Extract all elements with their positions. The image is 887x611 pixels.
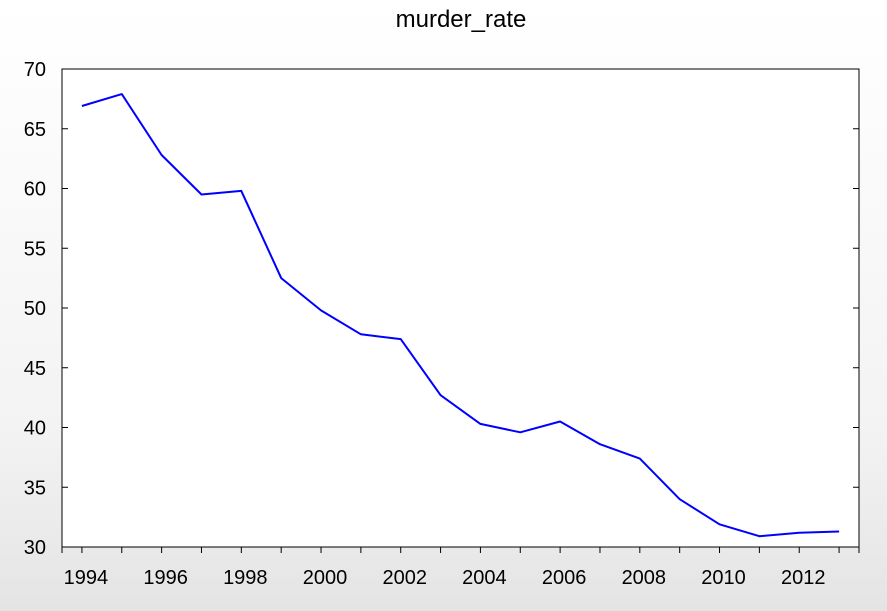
y-tick-label: 45 <box>24 358 46 380</box>
x-tick-label: 1994 <box>64 567 109 589</box>
x-tick-label: 2006 <box>542 567 587 589</box>
chart-title: murder_rate <box>396 6 527 33</box>
series-layer <box>81 93 840 538</box>
x-tick-label: 2004 <box>462 567 507 589</box>
y-axis: 30 35 40 45 50 55 60 65 70 <box>24 59 859 559</box>
y-tick-label: 30 <box>24 537 46 559</box>
y-tick-label: 35 <box>24 477 46 499</box>
x-axis: 1994 1996 1998 2000 2002 2004 2006 2008 2010 2012 <box>61 547 860 589</box>
x-tick-label: 2000 <box>303 567 348 589</box>
x-tick-label: 1998 <box>223 567 268 589</box>
x-tick-label: 2002 <box>382 567 427 589</box>
y-tick-label: 55 <box>24 238 46 260</box>
y-tick-label: 60 <box>24 179 46 201</box>
y-tick-label: 65 <box>24 119 46 141</box>
x-tick-label: 2010 <box>701 567 746 589</box>
y-tick-label: 40 <box>24 418 46 440</box>
y-tick-label: 50 <box>24 298 46 320</box>
y-tick-label: 70 <box>24 59 46 81</box>
series-line <box>81 93 840 538</box>
plot-area-frame <box>61 68 860 548</box>
x-tick-label: 1996 <box>143 567 188 589</box>
x-tick-label: 2008 <box>622 567 667 589</box>
x-tick-label: 2012 <box>781 567 826 589</box>
